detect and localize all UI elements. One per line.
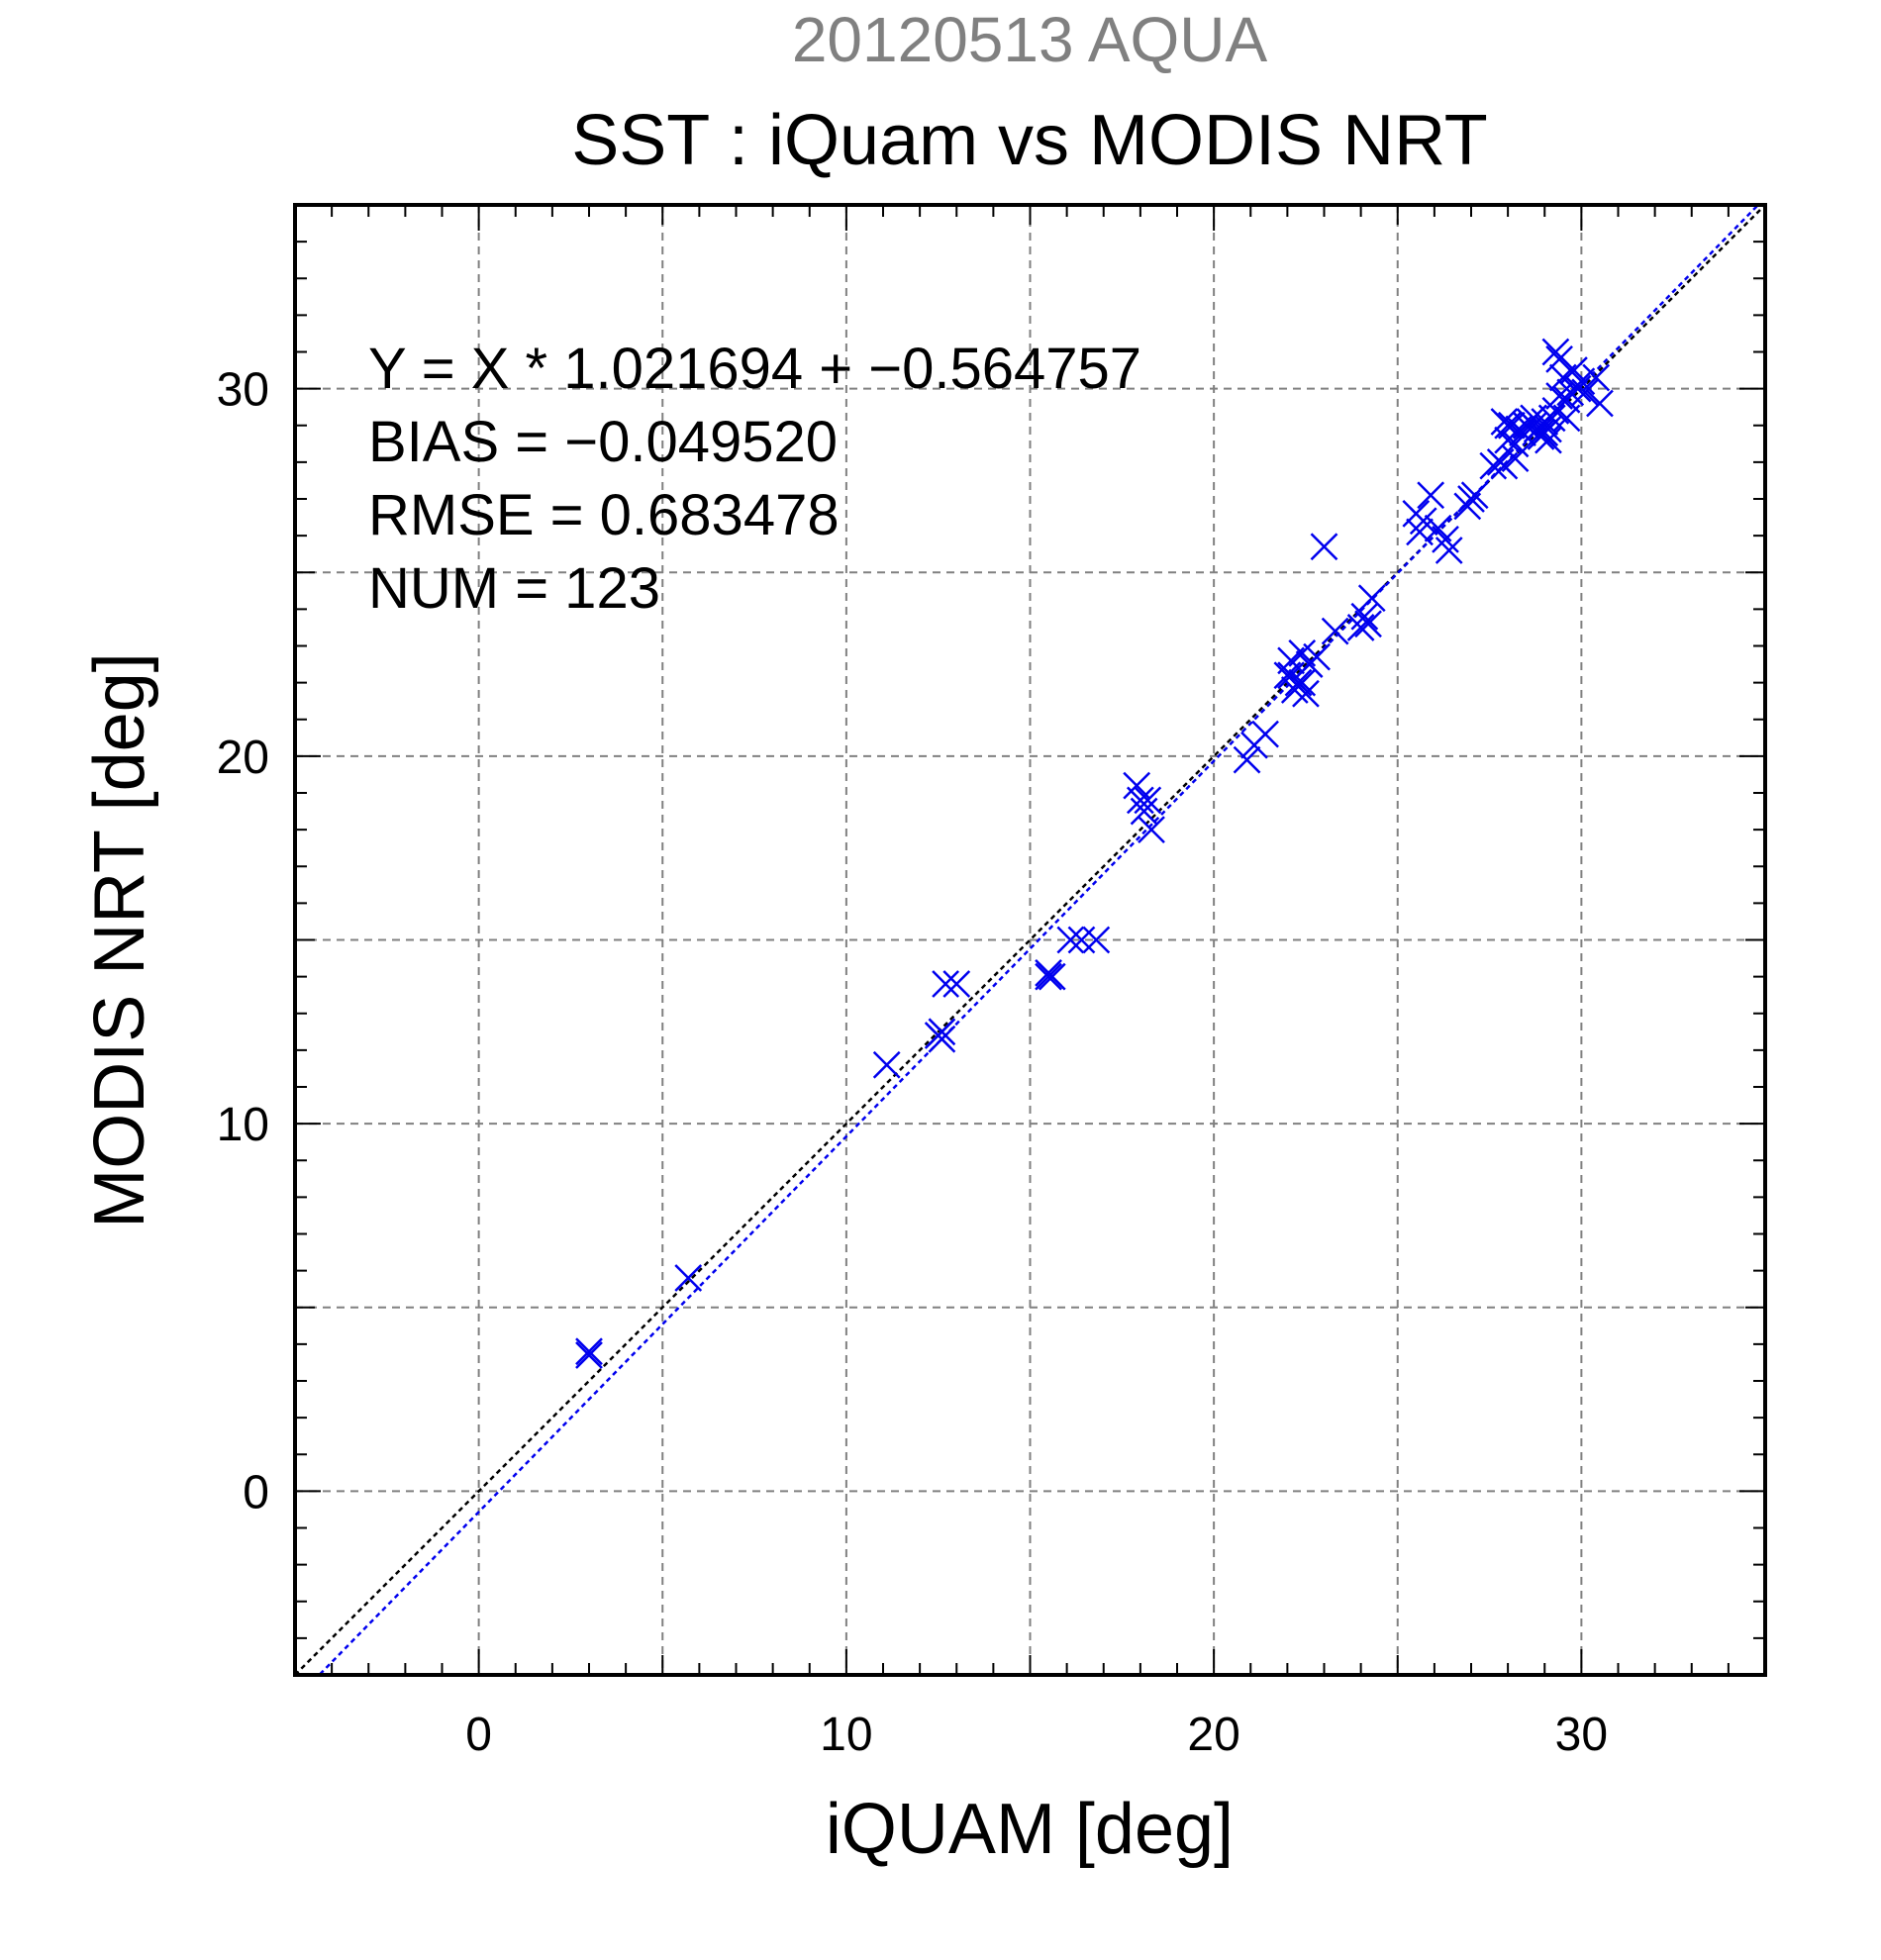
y-axis-label: MODIS NRT [deg] — [80, 652, 159, 1228]
data-point — [1582, 363, 1611, 392]
data-point — [1406, 518, 1434, 546]
y-tick-label: 20 — [217, 732, 269, 784]
fit-equation: Y = X * 1.021694 + −0.564757 — [368, 337, 1141, 401]
data-point — [1545, 345, 1573, 373]
x-axis-label: iQUAM [deg] — [826, 1790, 1234, 1869]
y-tick-label: 0 — [243, 1466, 269, 1519]
data-point — [1460, 481, 1489, 510]
data-point — [1435, 537, 1463, 564]
data-point — [1288, 668, 1317, 697]
data-point — [674, 1264, 703, 1292]
data-point — [1130, 797, 1158, 826]
data-point — [1417, 481, 1445, 510]
data-point — [1409, 507, 1437, 536]
tick-labels: 0 10 20 30 0 10 20 30 — [217, 364, 1608, 1761]
data-point — [1292, 679, 1320, 708]
data-point — [1520, 404, 1547, 433]
data-point — [575, 1337, 603, 1366]
x-tick-label: 0 — [465, 1709, 492, 1761]
data-point — [1346, 614, 1375, 641]
data-point — [1357, 584, 1386, 613]
fit-line — [317, 205, 1760, 1675]
fit-statistics: Y = X * 1.021694 + −0.564757 BIAS = −0.0… — [368, 337, 1141, 621]
data-point — [1586, 389, 1614, 418]
data-point — [1354, 610, 1382, 638]
data-point — [928, 1018, 956, 1046]
data-point — [1035, 962, 1062, 991]
x-tick-label: 30 — [1555, 1709, 1608, 1761]
data-point — [1251, 720, 1279, 748]
plot-frame — [293, 203, 1767, 1677]
data-point — [1056, 926, 1085, 954]
data-point — [1126, 786, 1154, 815]
y-tick-label: 30 — [217, 364, 269, 417]
data-point — [1310, 533, 1338, 561]
data-point — [1479, 451, 1508, 480]
data-point — [1082, 926, 1111, 954]
data-point — [1571, 378, 1599, 407]
chart-title: SST : iQuam vs MODIS NRT — [571, 101, 1488, 180]
x-tick-label: 20 — [1187, 1709, 1239, 1761]
x-tick-label: 10 — [820, 1709, 872, 1761]
data-point — [1303, 642, 1331, 671]
bias-label: BIAS = −0.049520 — [368, 410, 838, 474]
data-point — [1490, 408, 1519, 436]
data-point — [1321, 617, 1349, 645]
data-point — [1138, 816, 1165, 844]
data-point — [1501, 444, 1530, 473]
data-point — [575, 1341, 603, 1369]
num-label: NUM = 123 — [368, 556, 660, 621]
data-point — [1523, 415, 1551, 443]
data-point — [928, 1025, 956, 1053]
data-point — [1432, 525, 1459, 553]
data-point — [1501, 430, 1530, 458]
data-points — [575, 338, 1614, 1369]
data-point — [1067, 926, 1096, 954]
chart-date-title: 20120513 AQUA — [792, 4, 1268, 75]
data-point — [932, 970, 959, 998]
data-point — [872, 1050, 901, 1079]
grid-lines — [295, 205, 1765, 1675]
data-point — [1233, 745, 1261, 774]
data-point — [942, 970, 971, 998]
data-point — [1563, 374, 1592, 403]
data-point — [1035, 959, 1062, 987]
y-tick-label: 10 — [217, 1099, 269, 1151]
data-point — [1134, 786, 1162, 815]
data-point — [1350, 602, 1379, 631]
rmse-label: RMSE = 0.683478 — [368, 483, 840, 547]
